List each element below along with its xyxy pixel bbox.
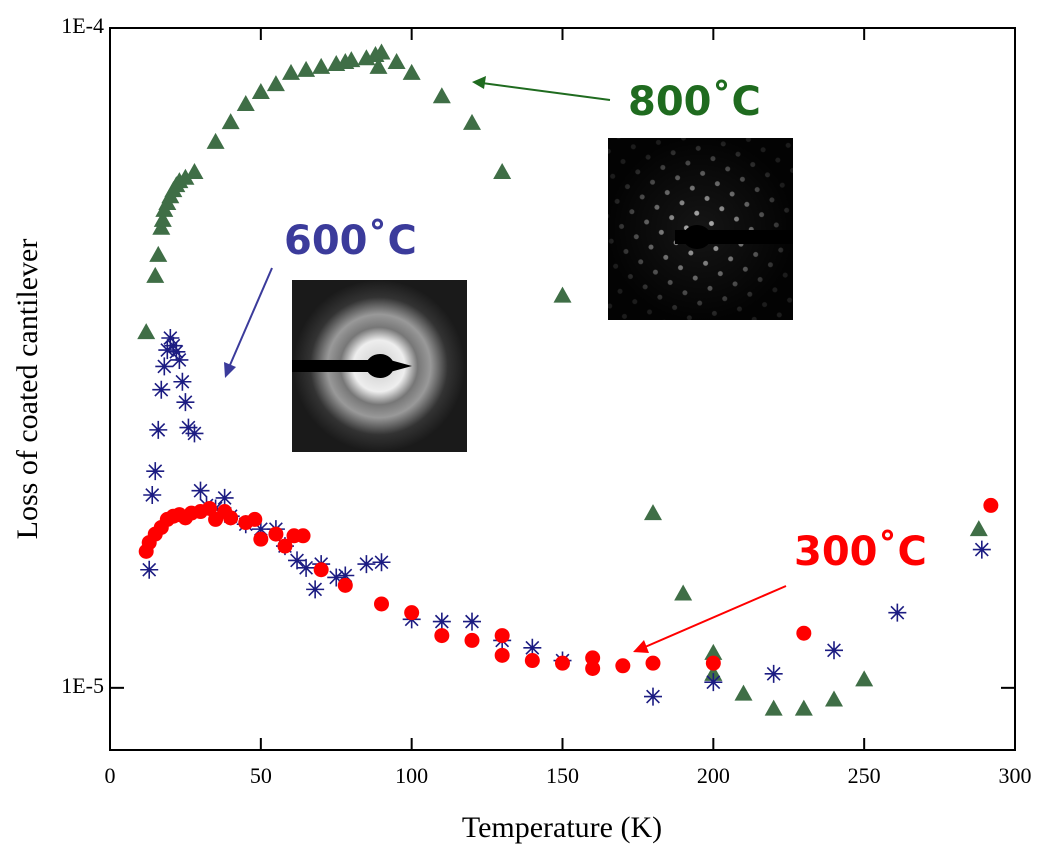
circle-marker	[615, 658, 630, 673]
star-marker	[765, 665, 783, 683]
triangle-marker	[297, 61, 315, 77]
triangle-marker	[674, 584, 692, 600]
x-tick-label: 250	[848, 763, 881, 788]
y-tick-label: 1E-5	[61, 673, 104, 698]
star-marker	[185, 424, 203, 442]
triangle-marker	[554, 287, 572, 303]
circle-marker	[465, 633, 480, 648]
triangle-marker	[493, 163, 511, 179]
star-marker	[644, 688, 662, 706]
circle-marker	[983, 498, 998, 513]
circle-marker	[404, 605, 419, 620]
circle-marker	[296, 528, 311, 543]
star-marker	[373, 553, 391, 571]
y-tick-label: 1E-4	[61, 13, 104, 38]
inset-image	[292, 280, 467, 452]
star-marker	[140, 561, 158, 579]
x-tick-label: 50	[250, 763, 272, 788]
star-marker	[357, 555, 375, 573]
triangle-marker	[207, 133, 225, 149]
arrow	[482, 83, 610, 100]
triangle-marker	[735, 685, 753, 701]
triangle-marker	[855, 670, 873, 686]
circle-marker	[555, 656, 570, 671]
star-marker	[306, 580, 324, 598]
chart: 800˚C 600˚C 300˚C Temperature (K) Loss o…	[0, 0, 1038, 853]
circle-marker	[268, 527, 283, 542]
arrow	[645, 586, 786, 647]
plot-frame	[110, 28, 1015, 750]
star-marker	[176, 393, 194, 411]
star-marker	[173, 373, 191, 391]
circle-marker	[374, 596, 389, 611]
circle-marker	[247, 512, 262, 527]
star-marker	[825, 641, 843, 659]
arrow	[230, 268, 272, 365]
y-axis-label: Loss of coated cantilever	[11, 239, 44, 540]
triangle-marker	[222, 113, 240, 129]
triangle-marker	[403, 64, 421, 80]
annotation: 600˚C	[284, 217, 417, 264]
x-tick-label: 300	[999, 763, 1032, 788]
star-marker	[152, 381, 170, 399]
annotation: 300˚C	[794, 528, 927, 575]
circle-marker	[525, 653, 540, 668]
circle-marker	[495, 648, 510, 663]
circle-marker	[706, 656, 721, 671]
triangle-marker	[795, 700, 813, 716]
x-tick-label: 200	[697, 763, 730, 788]
triangle-marker	[644, 504, 662, 520]
star-marker	[170, 351, 188, 369]
triangle-marker	[825, 691, 843, 707]
x-tick-label: 100	[395, 763, 428, 788]
x-tick-label: 150	[546, 763, 579, 788]
star-marker	[167, 343, 185, 361]
triangle-marker	[237, 95, 255, 111]
triangle-marker	[312, 58, 330, 74]
circle-marker	[796, 626, 811, 641]
triangle-marker	[970, 520, 988, 536]
x-axis-label: Temperature (K)	[462, 811, 662, 844]
circle-marker	[253, 532, 268, 547]
circle-marker	[434, 628, 449, 643]
star-marker	[704, 673, 722, 691]
star-marker	[149, 421, 167, 439]
triangle-marker	[388, 53, 406, 69]
star-marker	[463, 613, 481, 631]
star-marker	[888, 604, 906, 622]
star-marker	[973, 541, 991, 559]
circle-marker	[223, 510, 238, 525]
annotation: 800˚C	[628, 78, 761, 125]
inset-image	[608, 138, 793, 320]
circle-marker	[314, 562, 329, 577]
star-marker	[143, 486, 161, 504]
star-marker	[288, 551, 306, 569]
triangle-marker	[137, 323, 155, 339]
triangle-marker	[185, 163, 203, 179]
circle-marker	[585, 661, 600, 676]
triangle-marker	[463, 114, 481, 130]
triangle-marker	[149, 246, 167, 262]
triangle-marker	[267, 75, 285, 91]
star-marker	[146, 462, 164, 480]
triangle-marker	[282, 64, 300, 80]
x-tick-label: 0	[105, 763, 116, 788]
star-marker	[433, 613, 451, 631]
circle-marker	[495, 628, 510, 643]
triangle-marker	[433, 87, 451, 103]
triangle-marker	[146, 267, 164, 283]
star-marker	[297, 559, 315, 577]
circle-marker	[338, 578, 353, 593]
arrow-head	[472, 76, 486, 89]
triangle-marker	[765, 700, 783, 716]
circle-marker	[646, 656, 661, 671]
